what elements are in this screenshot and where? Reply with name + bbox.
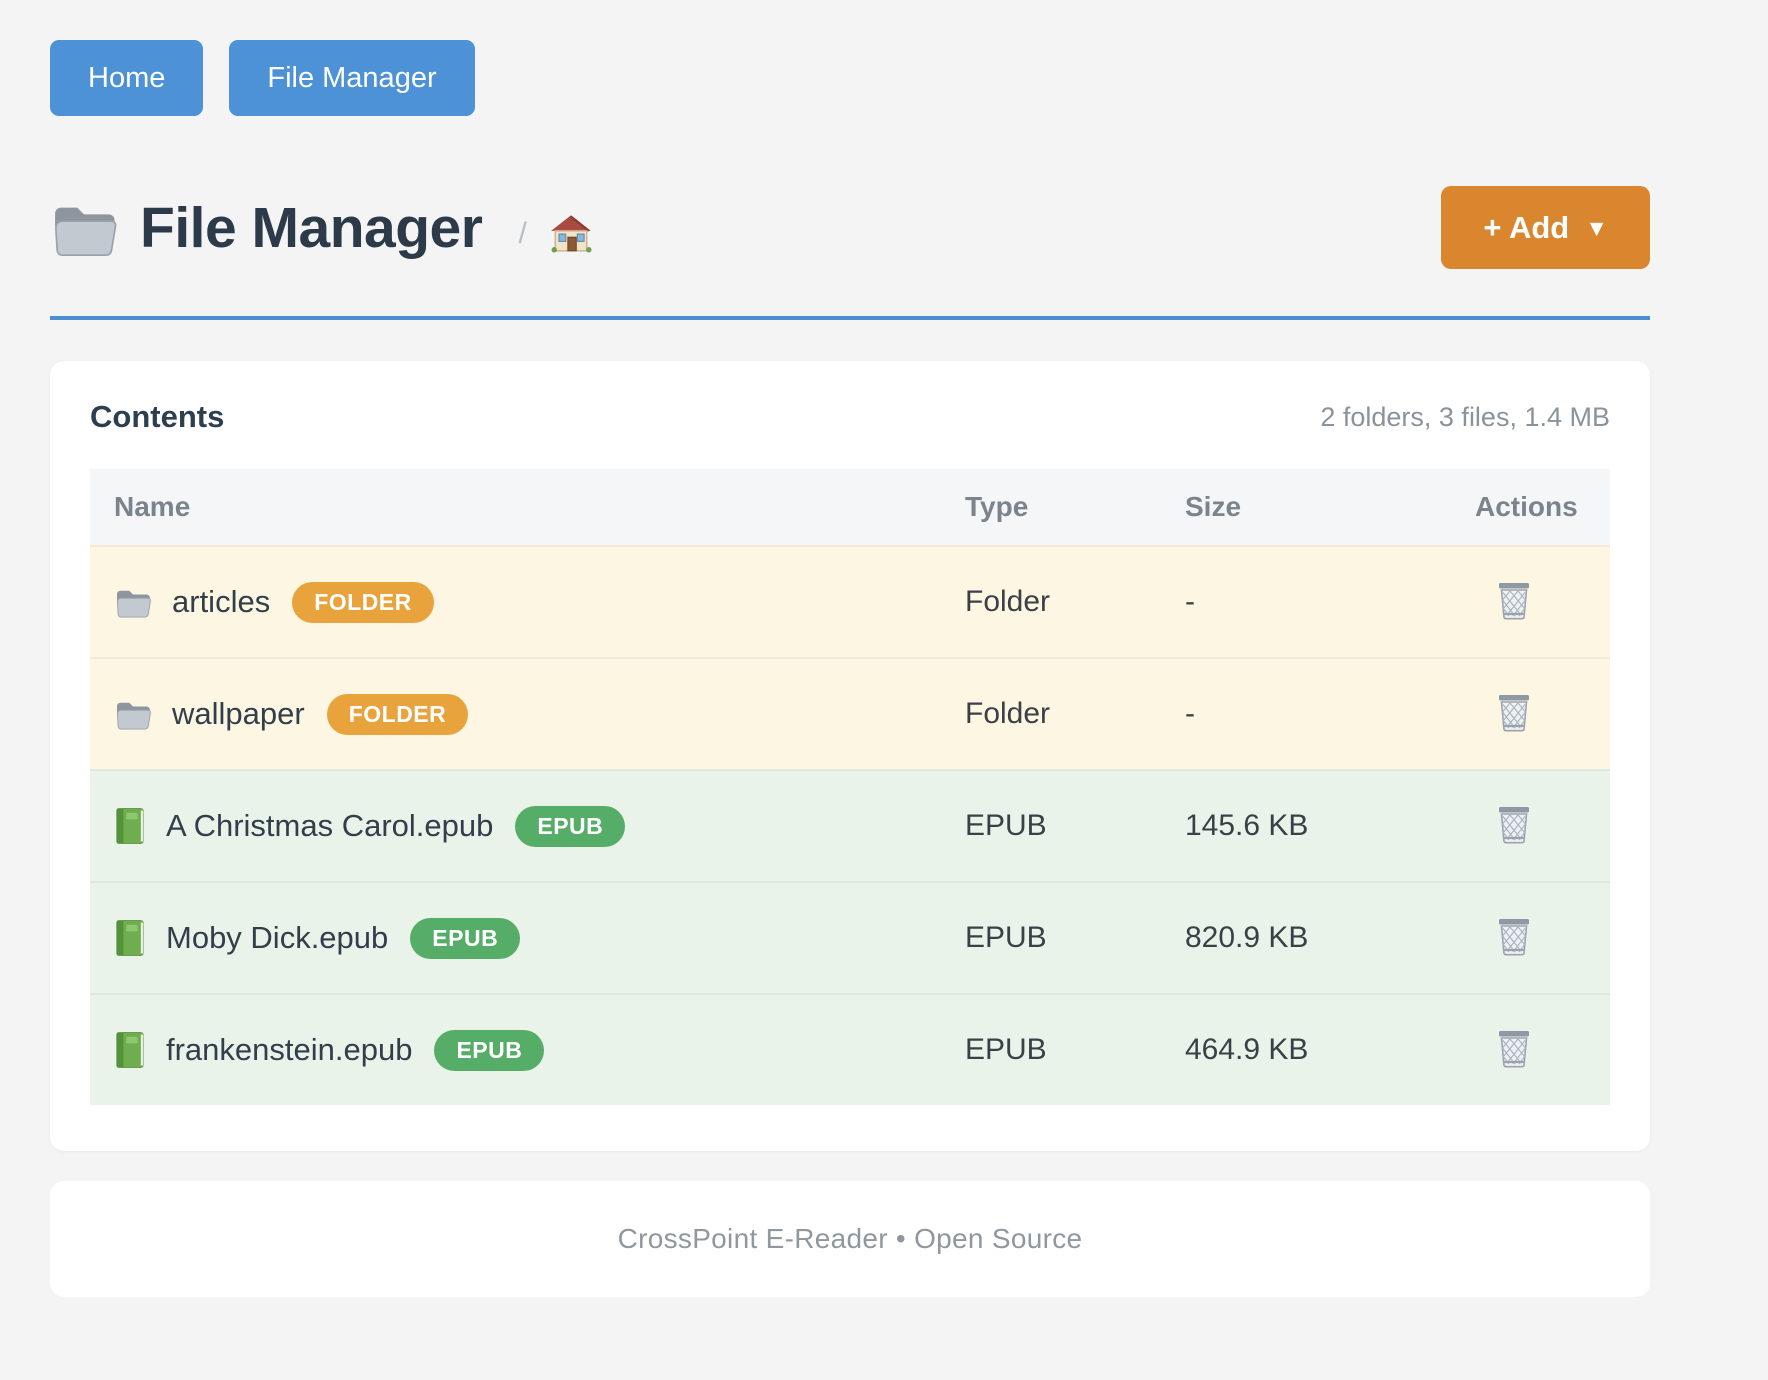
title-group: File Manager / bbox=[50, 195, 593, 261]
table-row[interactable]: frankenstein.epub EPUB EPUB 464.9 KB bbox=[90, 993, 1610, 1105]
table-body: articles FOLDER Folder - bbox=[90, 545, 1610, 1105]
house-icon[interactable] bbox=[549, 213, 593, 258]
delete-button[interactable] bbox=[1497, 694, 1531, 735]
actions-cell bbox=[1460, 694, 1610, 735]
column-header-actions: Actions bbox=[1475, 491, 1578, 522]
type-badge: EPUB bbox=[515, 805, 626, 847]
footer-text: CrossPoint E-Reader • Open Source bbox=[617, 1223, 1083, 1254]
type-badge: FOLDER bbox=[292, 581, 434, 623]
contents-card: Contents 2 folders, 3 files, 1.4 MB Name… bbox=[50, 361, 1650, 1151]
add-button-label: + Add bbox=[1483, 209, 1570, 245]
table-header-row: Name Type Size Actions bbox=[90, 469, 1610, 545]
file-name: A Christmas Carol.epub bbox=[166, 808, 494, 843]
delete-button[interactable] bbox=[1497, 582, 1531, 623]
actions-cell bbox=[1460, 582, 1610, 623]
type-badge: EPUB bbox=[410, 917, 521, 959]
green-book-icon bbox=[114, 807, 146, 845]
table-row[interactable]: articles FOLDER Folder - bbox=[90, 545, 1610, 657]
type-badge: FOLDER bbox=[326, 693, 469, 735]
trash-icon bbox=[1497, 582, 1531, 623]
card-title: Contents bbox=[90, 399, 225, 434]
trash-icon bbox=[1497, 806, 1531, 847]
page-title: File Manager bbox=[140, 195, 483, 260]
page-header: File Manager / + Add ▼ bbox=[50, 186, 1650, 269]
contents-card-header: Contents 2 folders, 3 files, 1.4 MB bbox=[90, 399, 1610, 435]
size-cell: 820.9 KB bbox=[1185, 921, 1309, 954]
folder-icon bbox=[114, 698, 152, 730]
delete-button[interactable] bbox=[1497, 806, 1531, 847]
folder-icon bbox=[50, 199, 118, 257]
column-header-name: Name bbox=[114, 491, 191, 522]
add-button[interactable]: + Add ▼ bbox=[1441, 186, 1650, 269]
type-cell: Folder bbox=[965, 697, 1051, 730]
actions-cell bbox=[1460, 806, 1610, 847]
title-divider bbox=[50, 316, 1650, 320]
type-cell: Folder bbox=[965, 585, 1051, 618]
green-book-icon bbox=[114, 919, 146, 957]
green-book-icon bbox=[114, 1031, 146, 1069]
trash-icon bbox=[1497, 694, 1531, 735]
file-name: frankenstein.epub bbox=[166, 1032, 413, 1067]
file-name: articles bbox=[172, 584, 271, 619]
size-cell: - bbox=[1185, 585, 1195, 618]
delete-button[interactable] bbox=[1497, 918, 1531, 959]
type-cell: EPUB bbox=[965, 809, 1047, 842]
name-cell[interactable]: wallpaper FOLDER bbox=[90, 693, 950, 735]
caret-down-icon: ▼ bbox=[1585, 215, 1608, 241]
nav-button-file-manager[interactable]: File Manager bbox=[229, 40, 475, 116]
page: Home File Manager File Manager / bbox=[50, 0, 1650, 1297]
file-name: wallpaper bbox=[172, 696, 305, 731]
type-cell: EPUB bbox=[965, 921, 1047, 954]
size-cell: 464.9 KB bbox=[1185, 1033, 1309, 1066]
type-badge: EPUB bbox=[434, 1029, 545, 1071]
name-cell[interactable]: frankenstein.epub EPUB bbox=[90, 1029, 950, 1071]
top-nav: Home File Manager bbox=[50, 40, 1650, 116]
name-cell[interactable]: A Christmas Carol.epub EPUB bbox=[90, 805, 950, 847]
column-header-size: Size bbox=[1185, 491, 1242, 522]
table-row[interactable]: A Christmas Carol.epub EPUB EPUB 145.6 K… bbox=[90, 769, 1610, 881]
trash-icon bbox=[1497, 918, 1531, 959]
trash-icon bbox=[1497, 1030, 1531, 1071]
footer-card: CrossPoint E-Reader • Open Source bbox=[50, 1181, 1650, 1297]
breadcrumb-separator: / bbox=[518, 216, 527, 250]
name-cell[interactable]: articles FOLDER bbox=[90, 581, 950, 623]
name-cell[interactable]: Moby Dick.epub EPUB bbox=[90, 917, 950, 959]
table-row[interactable]: Moby Dick.epub EPUB EPUB 820.9 KB bbox=[90, 881, 1610, 993]
table-row[interactable]: wallpaper FOLDER Folder - bbox=[90, 657, 1610, 769]
type-cell: EPUB bbox=[965, 1033, 1047, 1066]
folder-icon bbox=[114, 586, 152, 618]
file-table: Name Type Size Actions articles FOLDER F… bbox=[90, 469, 1610, 1105]
actions-cell bbox=[1460, 1030, 1610, 1071]
size-cell: - bbox=[1185, 697, 1195, 730]
actions-cell bbox=[1460, 918, 1610, 959]
column-header-type: Type bbox=[965, 491, 1029, 522]
nav-button-home[interactable]: Home bbox=[50, 40, 204, 116]
contents-summary: 2 folders, 3 files, 1.4 MB bbox=[1320, 401, 1610, 432]
delete-button[interactable] bbox=[1497, 1030, 1531, 1071]
size-cell: 145.6 KB bbox=[1185, 809, 1309, 842]
file-name: Moby Dick.epub bbox=[166, 920, 389, 955]
